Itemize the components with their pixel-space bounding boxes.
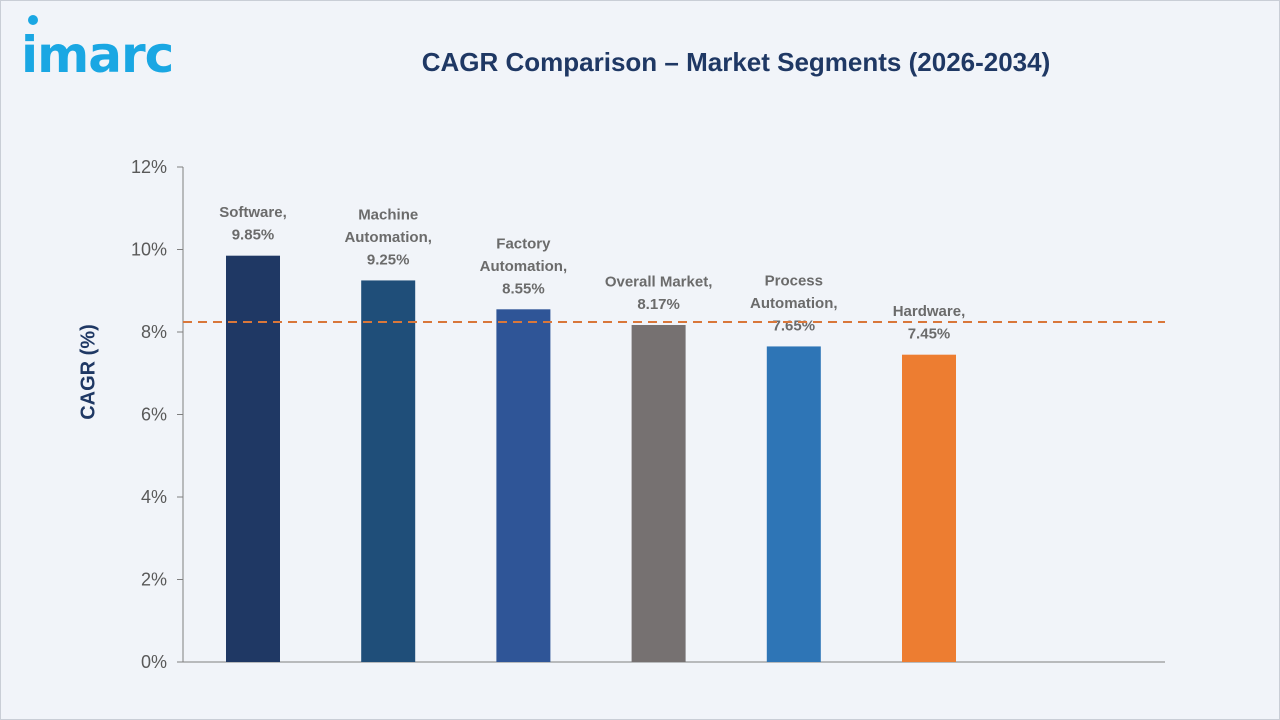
bar [631,324,686,662]
data-label: Process Automation, 7.65% [750,272,838,334]
y-tick-label: 2% [141,570,167,590]
y-tick-label: 10% [131,240,167,260]
y-tick-label: 4% [141,487,167,507]
y-tick-label: 8% [141,322,167,342]
data-label: Machine Automation, 9.25% [344,206,432,268]
bar [361,280,416,662]
y-tick-label: 0% [141,652,167,672]
data-label: Software, 9.85% [219,204,287,244]
bar [226,255,280,662]
data-label: Overall Market, 8.17% [605,273,713,313]
bar [902,354,956,662]
imarc-logo: imarc [21,26,174,84]
bar [766,346,821,662]
data-label: Hardware, 7.45% [893,303,966,343]
data-label: Factory Automation, 8.55% [480,235,568,297]
chart-title: CAGR Comparison – Market Segments (2026-… [421,47,1051,77]
y-tick-label: 12% [131,157,167,177]
logo-dot [28,15,38,25]
y-tick-label: 6% [141,405,167,425]
bar [496,309,551,662]
